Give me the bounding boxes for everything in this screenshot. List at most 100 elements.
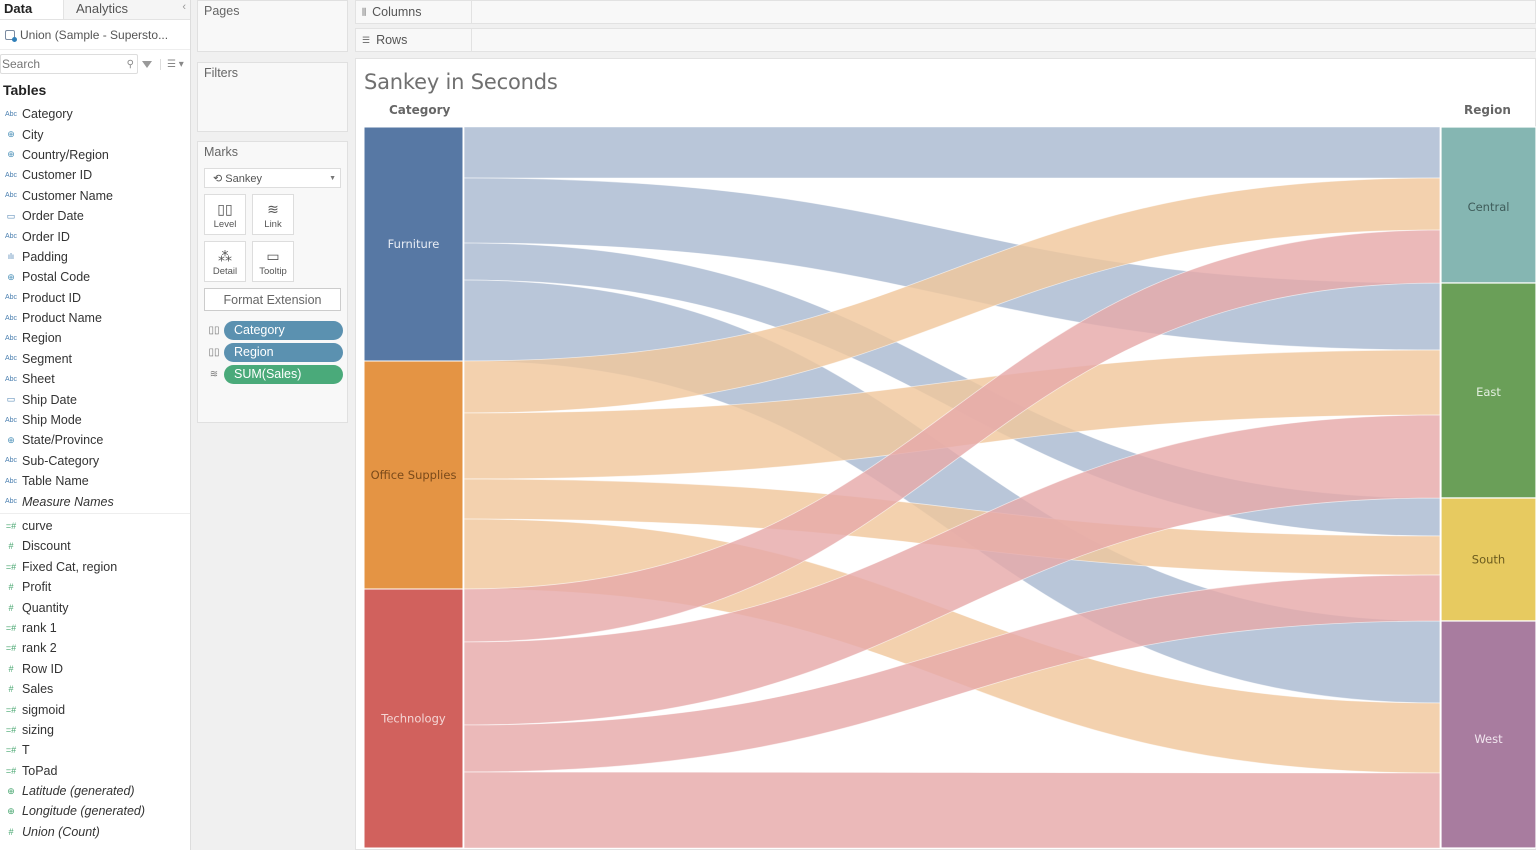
field-name: Sheet [22,372,55,387]
field-item[interactable]: =# sigmoid [0,699,190,719]
pane-tabs: Data Analytics ‹ [0,0,190,20]
field-item[interactable]: ▭ Order Date [0,206,190,226]
filters-title: Filters [204,66,239,80]
region-node-south[interactable]: South [1440,497,1536,622]
rows-shelf-label: ☰ Rows [356,29,472,51]
field-item[interactable]: Abc Sub-Category [0,451,190,471]
rows-icon: ☰ [362,34,371,45]
field-item[interactable]: ⊕ City [0,124,190,144]
field-item[interactable]: =# rank 2 [0,638,190,658]
field-name: Customer ID [22,168,93,183]
field-name: Longitude (generated) [22,804,146,819]
field-item[interactable]: ⊕ State/Province [0,430,190,450]
geo-icon: ⊕ [7,129,15,140]
category-node-office-supplies[interactable]: Office Supplies [363,360,464,590]
field-item[interactable]: Abc Product Name [0,308,190,328]
sankey-link-technology-west[interactable] [463,771,1441,849]
mark-type-value: Sankey [225,172,262,185]
calc-measure-icon: =# [5,643,17,654]
field-pill[interactable]: SUM(Sales) [224,364,343,384]
field-item[interactable]: =# rank 1 [0,618,190,638]
mark-type-dropdown[interactable]: ⟲ Sankey ▼ [204,168,341,188]
field-item[interactable]: Abc Table Name [0,471,190,491]
field-name: Category [22,107,73,122]
field-item[interactable]: =# T [0,740,190,760]
field-item[interactable]: =# ToPad [0,761,190,781]
marks-link-button[interactable]: ≋ Link [252,194,294,235]
field-item[interactable]: ılı Padding [0,247,190,267]
field-item[interactable]: Abc Customer Name [0,186,190,206]
field-item[interactable]: ▭ Ship Date [0,389,190,409]
field-pill[interactable]: Category [224,320,343,340]
view-options-icon[interactable]: ☰ ▾ [160,58,184,70]
field-item[interactable]: # Quantity [0,597,190,617]
field-item[interactable]: # Sales [0,679,190,699]
tab-analytics[interactable]: Analytics [64,0,190,19]
search-input[interactable] [2,57,112,71]
collapse-pane-icon[interactable]: ‹ [182,1,186,13]
marks-tooltip-button[interactable]: ▭ Tooltip [252,241,294,282]
level-icon[interactable]: ▯▯ [208,324,220,336]
field-item[interactable]: =# curve [0,516,190,536]
field-item[interactable]: # Row ID [0,659,190,679]
calc-measure-icon: =# [5,704,17,715]
field-name: Order Date [22,209,84,224]
field-item[interactable]: Abc Product ID [0,288,190,308]
sankey-link-furniture-central[interactable] [463,126,1441,179]
field-item[interactable]: # Profit [0,577,190,597]
field-name: curve [22,519,53,533]
field-name: Product ID [22,290,82,305]
columns-shelf: ⫼ Columns [355,0,1536,24]
field-divider [0,512,190,514]
field-item[interactable]: Abc Measure Names [0,491,190,511]
field-name: Padding [22,249,68,264]
marks-detail-button[interactable]: ⁂ Detail [204,241,246,282]
calc-measure-icon: =# [5,521,17,531]
tables-header: Tables [3,82,47,98]
link-icon: ≋ [267,201,279,217]
region-header[interactable]: Region [1464,103,1511,117]
measure-icon: # [8,663,14,674]
field-item[interactable]: Abc Sheet [0,369,190,389]
field-item[interactable]: Abc Region [0,328,190,348]
region-node-central[interactable]: Central [1440,126,1536,284]
field-item[interactable]: # Union (Count) [0,822,190,842]
region-node-west[interactable]: West [1440,620,1536,849]
field-item[interactable]: # Discount [0,536,190,556]
field-item[interactable]: Abc Category [0,104,190,124]
category-node-technology[interactable]: Technology [363,588,464,849]
geo-icon: ⊕ [7,434,15,445]
category-node-furniture[interactable]: Furniture [363,126,464,362]
search-box[interactable]: ⚲ [0,54,138,74]
field-item[interactable]: ⊕ Latitude (generated) [0,781,190,801]
field-item[interactable]: ⊕ Longitude (generated) [0,801,190,821]
field-name: Union (Count) [22,824,100,839]
field-item[interactable]: ⊕ Postal Code [0,267,190,287]
field-item[interactable]: =# Fixed Cat, region [0,557,190,577]
format-extension-button[interactable]: Format Extension [204,288,341,311]
calc-measure-icon: =# [5,765,17,776]
field-pill[interactable]: Region [224,342,343,362]
viz-title[interactable]: Sankey in Seconds [364,70,558,94]
string-icon: Abc [4,334,18,342]
field-item[interactable]: Abc Order ID [0,226,190,246]
filters-card[interactable]: Filters [197,62,348,132]
level-icon: ▯▯ [217,201,233,217]
field-item[interactable]: Abc Ship Mode [0,410,190,430]
field-name: rank 1 [22,620,57,635]
filter-icon[interactable] [142,60,152,68]
datasource-selector[interactable]: Union (Sample - Supersto... [0,20,190,50]
field-item[interactable]: Abc Segment [0,349,190,369]
pages-card[interactable]: Pages [197,0,348,52]
field-item[interactable]: ⊕ Country/Region [0,145,190,165]
level-icon[interactable]: ▯▯ [208,346,220,358]
region-node-east[interactable]: East [1440,282,1536,499]
columns-shelf-label: ⫼ Columns [356,1,472,23]
field-item[interactable]: =# sizing [0,720,190,740]
category-header[interactable]: Category [389,103,451,117]
marks-level-button[interactable]: ▯▯ Level [204,194,246,235]
tab-data[interactable]: Data [0,0,64,19]
link-icon[interactable]: ≋ [209,368,219,380]
field-item[interactable]: Abc Customer ID [0,165,190,185]
